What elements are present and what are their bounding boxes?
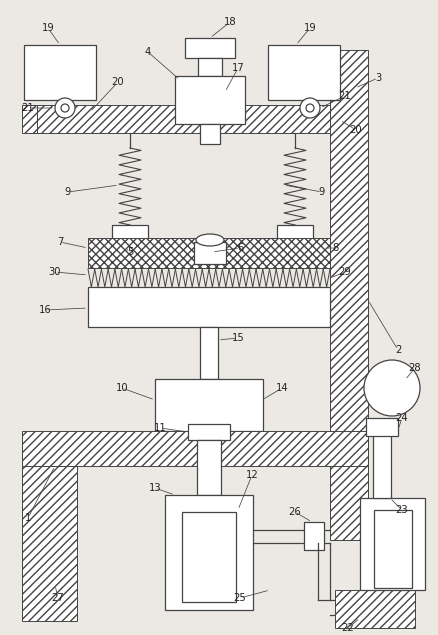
Bar	[200, 124, 219, 144]
Text: 19: 19	[303, 23, 316, 33]
Ellipse shape	[195, 234, 223, 246]
Text: 8: 8	[332, 243, 338, 253]
Bar	[22, 105, 37, 133]
Text: 23: 23	[395, 505, 407, 515]
Bar	[175, 76, 244, 124]
Bar	[200, 327, 218, 379]
Text: 26: 26	[288, 507, 301, 517]
Text: 1: 1	[25, 513, 31, 523]
Bar	[372, 430, 390, 498]
Text: 13: 13	[148, 483, 161, 493]
Bar	[165, 495, 252, 610]
Bar	[112, 225, 148, 247]
Text: 2: 2	[394, 345, 400, 355]
Text: 28: 28	[408, 363, 420, 373]
Bar	[194, 242, 226, 264]
Text: 21: 21	[338, 91, 350, 101]
Text: 20: 20	[349, 125, 361, 135]
Circle shape	[363, 360, 419, 416]
Bar	[22, 431, 367, 466]
Text: 11: 11	[153, 423, 166, 433]
Text: 21: 21	[21, 103, 34, 113]
Text: 30: 30	[49, 267, 61, 277]
Text: 25: 25	[233, 593, 246, 603]
Text: 22: 22	[341, 623, 353, 633]
Bar	[198, 58, 222, 76]
Text: 9: 9	[65, 187, 71, 197]
Text: 27: 27	[52, 593, 64, 603]
Text: 16: 16	[39, 305, 51, 315]
Text: 24: 24	[395, 413, 407, 423]
Bar	[22, 466, 77, 621]
Text: 7: 7	[57, 237, 63, 247]
Bar	[88, 287, 329, 327]
Bar	[329, 50, 367, 540]
Circle shape	[305, 104, 313, 112]
Bar	[24, 45, 96, 100]
Text: 20: 20	[111, 77, 124, 87]
Bar	[373, 510, 411, 588]
Bar	[359, 498, 424, 590]
Bar	[30, 105, 329, 133]
Text: 19: 19	[42, 23, 54, 33]
Bar	[303, 522, 323, 550]
Bar	[187, 424, 230, 440]
Bar	[182, 512, 236, 602]
Bar	[276, 225, 312, 247]
Bar	[334, 590, 414, 628]
Text: 12: 12	[245, 470, 258, 480]
Text: 29: 29	[338, 267, 350, 277]
Text: 3: 3	[374, 73, 380, 83]
Bar	[267, 45, 339, 100]
Text: 18: 18	[223, 17, 236, 27]
Text: 5: 5	[127, 247, 133, 257]
Circle shape	[299, 98, 319, 118]
Text: 15: 15	[231, 333, 244, 343]
Bar	[365, 418, 397, 436]
Text: 6: 6	[236, 243, 243, 253]
Text: 14: 14	[275, 383, 288, 393]
Text: 17: 17	[231, 63, 244, 73]
Bar	[184, 38, 234, 58]
Text: 4: 4	[145, 47, 151, 57]
Circle shape	[61, 104, 69, 112]
Bar	[197, 440, 220, 495]
Bar	[155, 379, 262, 431]
Text: 10: 10	[116, 383, 128, 393]
Circle shape	[55, 98, 75, 118]
Text: 9: 9	[318, 187, 325, 197]
Bar	[88, 238, 329, 268]
